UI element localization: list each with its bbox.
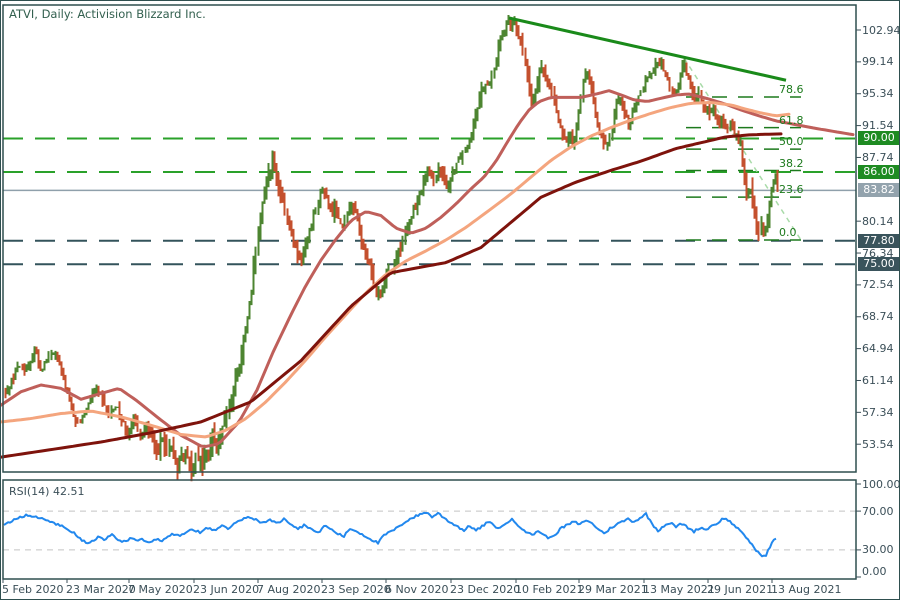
price-badge: 75.00 [858,257,899,272]
price-axis-label: 91.54 [862,119,894,133]
fibonacci-level-label: 23.6 [779,183,804,197]
fibonacci-level-label: 0.0 [779,226,797,240]
price-axis-label: 76.34 [862,246,894,260]
price-axis-label: 64.94 [862,342,894,356]
price-axis-label: 80.14 [862,214,894,228]
price-axis-label: 68.74 [862,310,894,324]
price-axis-label: 61.14 [862,373,894,387]
price-axis-label: 72.54 [862,278,894,292]
price-axis-label: 95.34 [862,87,894,101]
sma-slow-line[interactable] [1,132,783,459]
price-axis-label: 57.34 [862,405,894,419]
date-axis-label: 29 Mar 2021 [578,583,648,596]
price-axis-label: 99.14 [862,55,894,69]
fibonacci-diagonal-line[interactable] [683,57,802,241]
date-axis-label: 23 Mar 2020 [66,583,136,596]
rsi-axis-label: 0.00 [862,564,887,578]
rsi-axis-label: 100.00 [862,477,900,491]
date-axis-label: 23 Jun 2020 [193,583,260,596]
candles-bullish[interactable] [6,15,777,477]
sma-fast-line[interactable] [1,89,855,449]
date-axis-label: 5 Feb 2020 [2,583,64,596]
price-axis-label: 102.94 [862,23,900,37]
price-axis-label: 53.54 [862,437,894,451]
fibonacci-level-label: 61.8 [779,113,804,127]
date-axis-label: 13 Aug 2021 [771,583,842,596]
date-axis-label: 7 Aug 2020 [257,583,321,596]
price-badge: 86.00 [858,165,899,180]
fibonacci-level-label: 78.6 [779,83,804,97]
date-axis-label: 10 Feb 2021 [515,583,584,596]
date-axis-label: 23 Sep 2020 [321,583,391,596]
date-axis-label: 29 Jun 2021 [707,583,774,596]
price-pane-border [2,4,857,473]
price-axis-label: 87.74 [862,150,894,164]
rsi-line[interactable] [3,511,777,558]
date-axis-label: 7 May 2020 [128,583,193,596]
fibonacci-level-label: 50.0 [779,135,804,149]
descending-trendline[interactable] [508,16,787,82]
fibonacci-level-label: 38.2 [779,156,804,170]
price-badge: 77.80 [858,233,899,248]
price-badge: 90.00 [858,131,899,146]
rsi-pane-border [2,479,857,580]
date-axis-label: 13 May 2021 [643,583,715,596]
date-axis-label: 23 Dec 2020 [450,583,521,596]
date-axis-label: 6 Nov 2020 [385,583,449,596]
rsi-axis-label: 70.00 [862,504,894,518]
chart-title: ATVI, Daily: Activision Blizzard Inc. [9,7,206,21]
sma-medium-line[interactable] [1,101,791,439]
price-badge: 83.82 [858,183,899,198]
candles-bearish[interactable] [4,16,779,482]
rsi-indicator-label: RSI(14) 42.51 [9,485,85,498]
rsi-axis-label: 30.00 [862,543,894,557]
